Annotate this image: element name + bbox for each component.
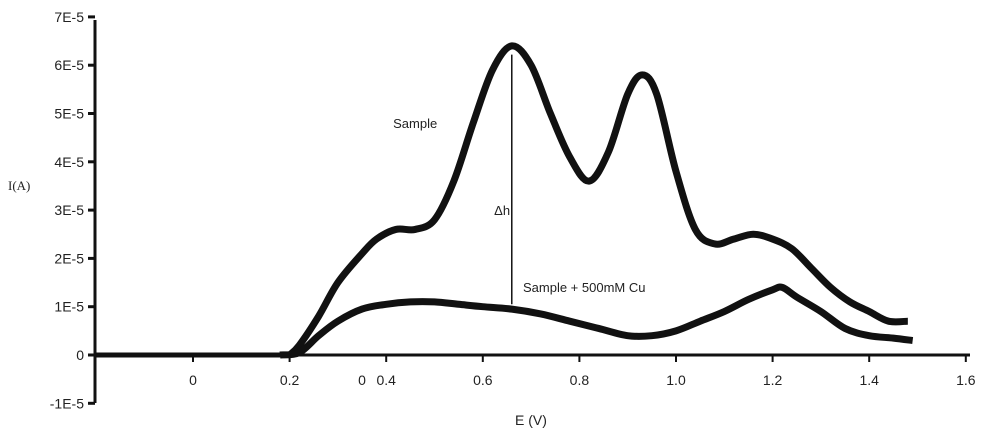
y-axis-title: I(A) [8, 178, 30, 193]
y-tick-label: 1E-5 [54, 299, 84, 315]
annotation-layer: Sample Δh Sample + 500mM Cu [393, 54, 645, 305]
y-ticks: -1E-5 0 1E-5 2E-5 3E-5 4E-5 5E-5 6E-5 7E-5 [50, 9, 95, 411]
annotation-label: Sample [393, 116, 437, 131]
x-tick-label: 0 [189, 372, 197, 388]
series-line-sample-cu [279, 283, 914, 359]
y-tick-label: 2E-5 [54, 250, 84, 266]
annotation-label: Δh [494, 203, 510, 218]
x-tick-label: 0.2 [280, 372, 300, 388]
x-tick-label: 0.8 [570, 372, 590, 388]
x-tick-label: 0.4 [376, 372, 396, 388]
y-tick-label: 0 [76, 347, 84, 363]
x-ticks: 0 0.2 0 0.4 0.6 0.8 1.0 1.2 1.4 1.6 [189, 355, 976, 388]
y-tick-label: 3E-5 [54, 202, 84, 218]
annotation-label: Sample + 500mM Cu [523, 280, 645, 295]
y-tick-label: 6E-5 [54, 57, 84, 73]
y-tick-label: -1E-5 [50, 395, 84, 411]
x-tick-label: 1.6 [956, 372, 976, 388]
y-tick-label: 7E-5 [54, 9, 84, 25]
x-tick-label: 0.6 [473, 372, 493, 388]
x-tick-label: 1.2 [763, 372, 783, 388]
y-tick-label: 5E-5 [54, 106, 84, 122]
x-tick-label: 1.0 [666, 372, 686, 388]
y-axis: -1E-5 0 1E-5 2E-5 3E-5 4E-5 5E-5 6E-5 7E-5 [50, 9, 97, 411]
series-layer [96, 42, 914, 359]
x-axis: 0 0.2 0 0.4 0.6 0.8 1.0 1.2 1.4 1.6 [95, 353, 976, 388]
x-tick-label: 0 [358, 372, 366, 388]
x-tick-label: 1.4 [859, 372, 879, 388]
y-tick-label: 4E-5 [54, 154, 84, 170]
series-line-sample [287, 42, 908, 358]
x-axis-title: E (V) [515, 412, 547, 428]
